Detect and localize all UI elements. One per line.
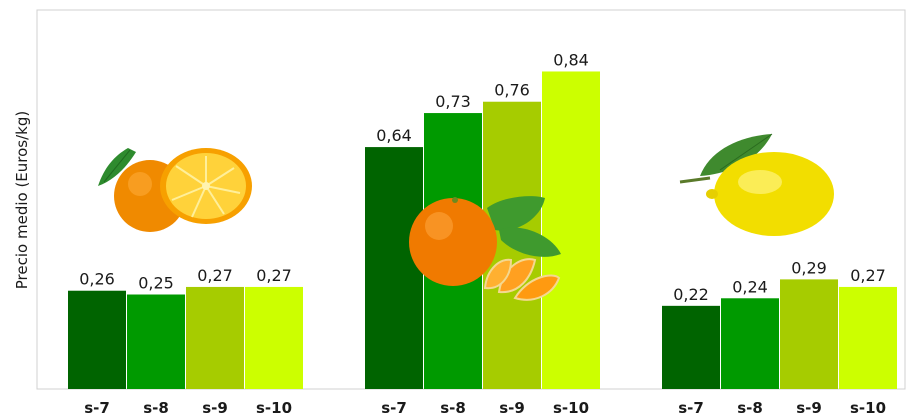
x-tick-label: s-9 [796,399,822,417]
bar-group3-s-10 [839,286,897,389]
bar-group2-s-10 [542,71,600,389]
x-tick-label: s-10 [553,399,589,417]
bar-group2-s-7 [365,147,423,389]
x-tick-label: s-7 [678,399,704,417]
data-label: 0,76 [494,81,530,100]
x-tick-label: s-7 [84,399,110,417]
data-label: 0,24 [732,277,768,296]
bar-group1-s-10 [245,286,303,389]
data-label: 0,73 [435,92,471,111]
x-tick-label: s-8 [143,399,169,417]
data-label: 0,84 [553,50,589,69]
mandarin-fruit-icon [409,196,561,301]
y-axis-title: Precio medio (Euros/kg) [13,111,31,289]
bar-group1-s-9 [186,286,244,389]
x-tick-label: s-8 [737,399,763,417]
data-label: 0,64 [376,126,412,145]
x-tick-label: s-7 [381,399,407,417]
x-tick-label: s-9 [202,399,228,417]
x-tick-label: s-10 [256,399,292,417]
data-label: 0,26 [79,270,115,289]
bar-group3-s-7 [662,305,720,389]
x-tick-label: s-10 [850,399,886,417]
data-label: 0,29 [791,258,827,277]
data-label: 0,27 [197,266,233,285]
bar-group3-s-9 [780,279,838,389]
data-label: 0,27 [850,266,886,285]
data-label: 0,22 [673,285,709,304]
data-label: 0,25 [138,274,174,293]
lemon-fruit-icon [679,133,834,236]
data-label: 0,27 [256,266,292,285]
x-tick-label: s-9 [499,399,525,417]
bar-group1-s-8 [127,294,185,389]
bar-group1-s-7 [68,290,126,389]
orange-fruit-icon [98,148,252,232]
bar-group3-s-8 [721,298,779,389]
x-tick-label: s-8 [440,399,466,417]
